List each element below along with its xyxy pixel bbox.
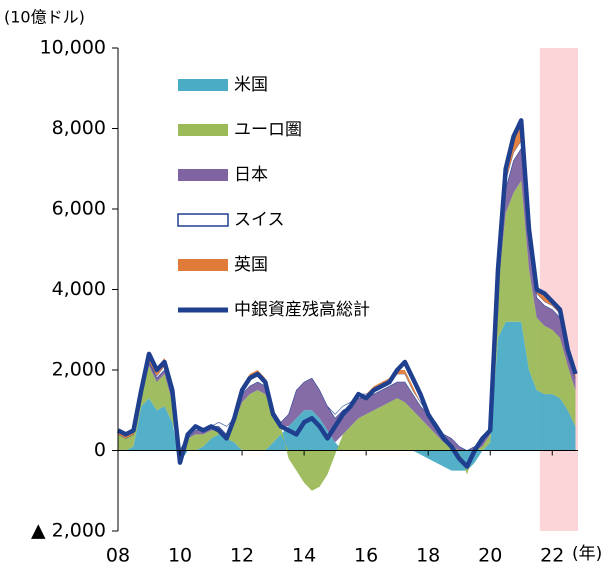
legend-label: スイス — [234, 210, 285, 230]
x-tick-label: 14 — [292, 545, 316, 567]
legend-label: 中銀資産残高総計 — [234, 300, 370, 320]
x-tick-label: 20 — [478, 545, 502, 567]
y-tick-label: 2,000 — [52, 359, 106, 381]
x-tick-label: 12 — [230, 545, 254, 567]
unit-label: (10億ドル) — [4, 8, 85, 27]
x-unit-label: (年) — [572, 544, 602, 564]
legend-swatch — [178, 79, 228, 91]
y-tick-label: 8,000 — [52, 117, 106, 139]
legend-label: 日本 — [234, 165, 268, 185]
legend-swatch — [178, 124, 228, 136]
y-tick-label: ▲ 2,000 — [31, 520, 106, 542]
legend-label: 英国 — [234, 255, 268, 275]
x-tick-label: 16 — [354, 545, 378, 567]
total-line — [116, 118, 578, 469]
x-tick-label: 22 — [540, 545, 564, 567]
legend-label: 米国 — [234, 75, 268, 95]
y-tick-label: 0 — [94, 439, 106, 461]
x-tick-label: 18 — [416, 545, 440, 567]
legend-swatch — [178, 169, 228, 181]
y-tick-label: 10,000 — [40, 37, 106, 59]
y-tick-label: 4,000 — [52, 278, 106, 300]
legend-swatch — [178, 259, 228, 271]
highlight-band — [539, 48, 578, 531]
legend-swatch — [177, 213, 229, 227]
x-tick-label: 10 — [168, 545, 192, 567]
x-tick-label: 08 — [106, 545, 130, 567]
y-tick-label: 6,000 — [52, 198, 106, 220]
legend-label: ユーロ圏 — [234, 120, 302, 140]
